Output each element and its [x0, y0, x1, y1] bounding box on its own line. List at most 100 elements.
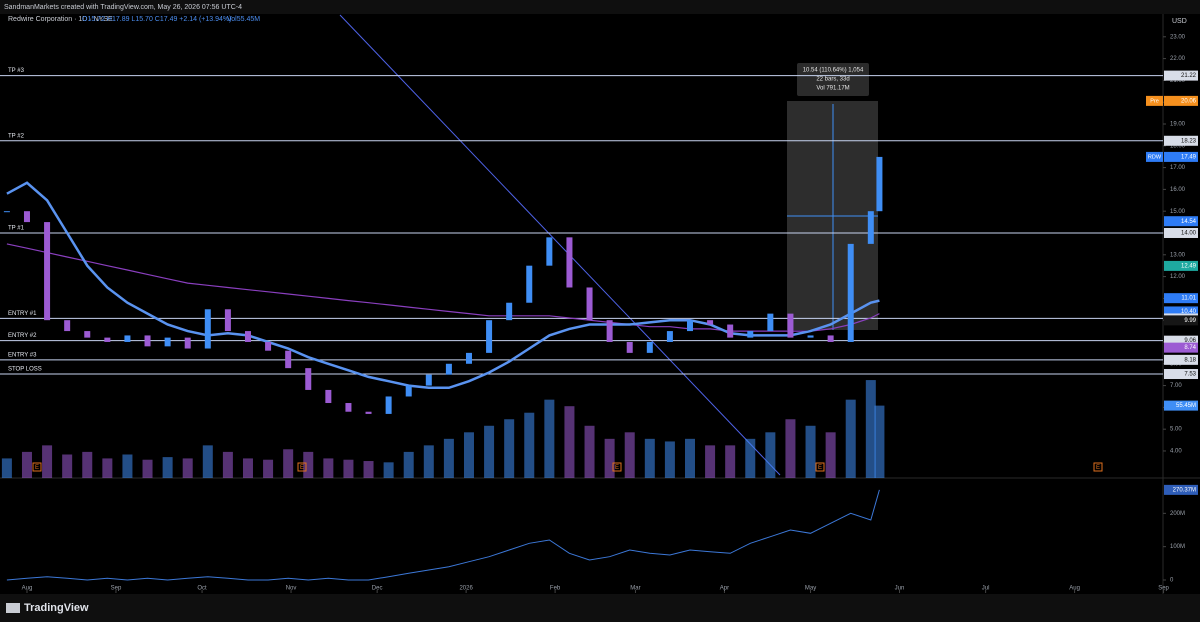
volume-bar — [644, 438, 655, 478]
volume-bar — [242, 458, 253, 478]
candle — [767, 313, 774, 332]
earnings-text: E — [818, 465, 822, 471]
credit: SandmanMarkets created with TradingView.… — [4, 4, 242, 11]
measure-text: Vol 791.17M — [816, 86, 849, 92]
volume-bar — [363, 461, 374, 478]
price-badge-label: 8.18 — [1184, 357, 1196, 363]
volume-bar — [323, 458, 334, 478]
candle — [104, 337, 111, 342]
indicator-line — [6, 489, 880, 581]
volume-bar — [82, 451, 93, 478]
volume-badge-label: 55.45M — [1176, 403, 1196, 409]
currency: USD — [1172, 18, 1187, 25]
volume-bar — [765, 432, 776, 478]
volume-bar — [504, 419, 515, 478]
price-badge-label: 18.23 — [1181, 138, 1197, 144]
candle — [64, 320, 71, 332]
volume-bar — [443, 438, 454, 478]
price-tag — [1146, 95, 1163, 106]
y-tick-label: 13.00 — [1170, 252, 1186, 258]
price-badge — [1164, 216, 1198, 227]
volume-bar — [42, 445, 53, 478]
candle — [546, 237, 553, 266]
volume-bar — [524, 412, 535, 478]
price-badge — [1164, 70, 1198, 81]
price-tag — [1146, 151, 1163, 162]
price-badge — [1164, 151, 1198, 162]
candle — [405, 385, 412, 397]
price-badge — [1164, 306, 1198, 317]
x-tick-label: Sep — [1158, 586, 1169, 592]
volume-bar — [725, 445, 736, 478]
x-tick-label: Jul — [982, 586, 990, 592]
price-badge-label: 9.06 — [1184, 338, 1196, 344]
level-label: ENTRY #2 — [8, 333, 37, 339]
volume-bar — [283, 449, 294, 478]
price-tag-label: RDW — [1148, 154, 1162, 160]
candle — [727, 324, 734, 338]
level-label: ENTRY #1 — [8, 311, 37, 317]
candle — [876, 156, 883, 212]
y-tick-label: 23.00 — [1170, 34, 1186, 40]
candle — [325, 389, 332, 404]
volume-bar — [62, 454, 73, 478]
candle — [526, 265, 533, 303]
indicator-tick-label: 0 — [1170, 578, 1174, 584]
volume-bar — [785, 419, 796, 478]
price-badge — [1164, 95, 1198, 106]
volume-bar — [463, 432, 474, 478]
volume-bar — [423, 445, 434, 478]
x-tick-label: Aug — [1069, 586, 1080, 592]
candle — [425, 374, 432, 386]
price-badge-label: 21.22 — [1181, 73, 1197, 79]
candle — [606, 320, 613, 342]
indicator-badge-label: 270.37M — [1173, 487, 1196, 493]
x-tick-label: May — [805, 586, 816, 592]
volume-bar — [845, 399, 856, 478]
volume-bar — [182, 458, 193, 478]
y-tick-label: 22.00 — [1170, 56, 1186, 62]
volume-bar — [604, 438, 615, 478]
y-tick-label: 21.00 — [1170, 78, 1186, 84]
price-badge — [1164, 369, 1198, 380]
volume-bar — [303, 451, 314, 478]
candle — [787, 313, 794, 338]
candle — [204, 309, 211, 349]
candle — [184, 337, 191, 349]
level-label: ENTRY #3 — [8, 352, 37, 358]
x-tick-label: Nov — [286, 586, 297, 592]
ohlc: O15.72 H17.89 L15.70 C17.49 +2.14 (+13.9… — [82, 16, 231, 23]
logo-mark — [6, 603, 20, 613]
candle — [586, 287, 593, 321]
y-tick-label: 5.00 — [1170, 427, 1182, 433]
candle — [265, 341, 272, 351]
volume-bar — [21, 451, 32, 478]
volume-bar — [624, 432, 635, 478]
x-tick-label: Sep — [111, 586, 122, 592]
level-label: TP #1 — [8, 226, 25, 232]
volume-bar — [383, 462, 394, 478]
brand: TradingView — [24, 602, 89, 614]
candle — [23, 211, 30, 223]
level-label: TP #2 — [8, 133, 25, 139]
price-badge-label: 17.49 — [1181, 154, 1197, 160]
volume-bar — [684, 438, 695, 478]
legend: Redwire Corporation · 1D · NYSE — [8, 16, 113, 23]
price-badge — [1164, 135, 1198, 146]
candle — [707, 320, 714, 325]
price-badge — [1164, 315, 1198, 326]
y-tick-label: 16.00 — [1170, 187, 1186, 193]
trendline — [339, 14, 781, 476]
candle — [747, 331, 754, 338]
candle — [244, 331, 251, 342]
volume-bar — [102, 458, 113, 478]
volume-bar — [664, 441, 675, 478]
earnings-icon — [297, 462, 307, 472]
candle — [224, 309, 231, 332]
candle — [124, 335, 131, 342]
candle — [566, 237, 573, 288]
volume-bar — [1, 458, 12, 478]
candle — [465, 352, 472, 364]
earnings-icon — [32, 462, 42, 472]
